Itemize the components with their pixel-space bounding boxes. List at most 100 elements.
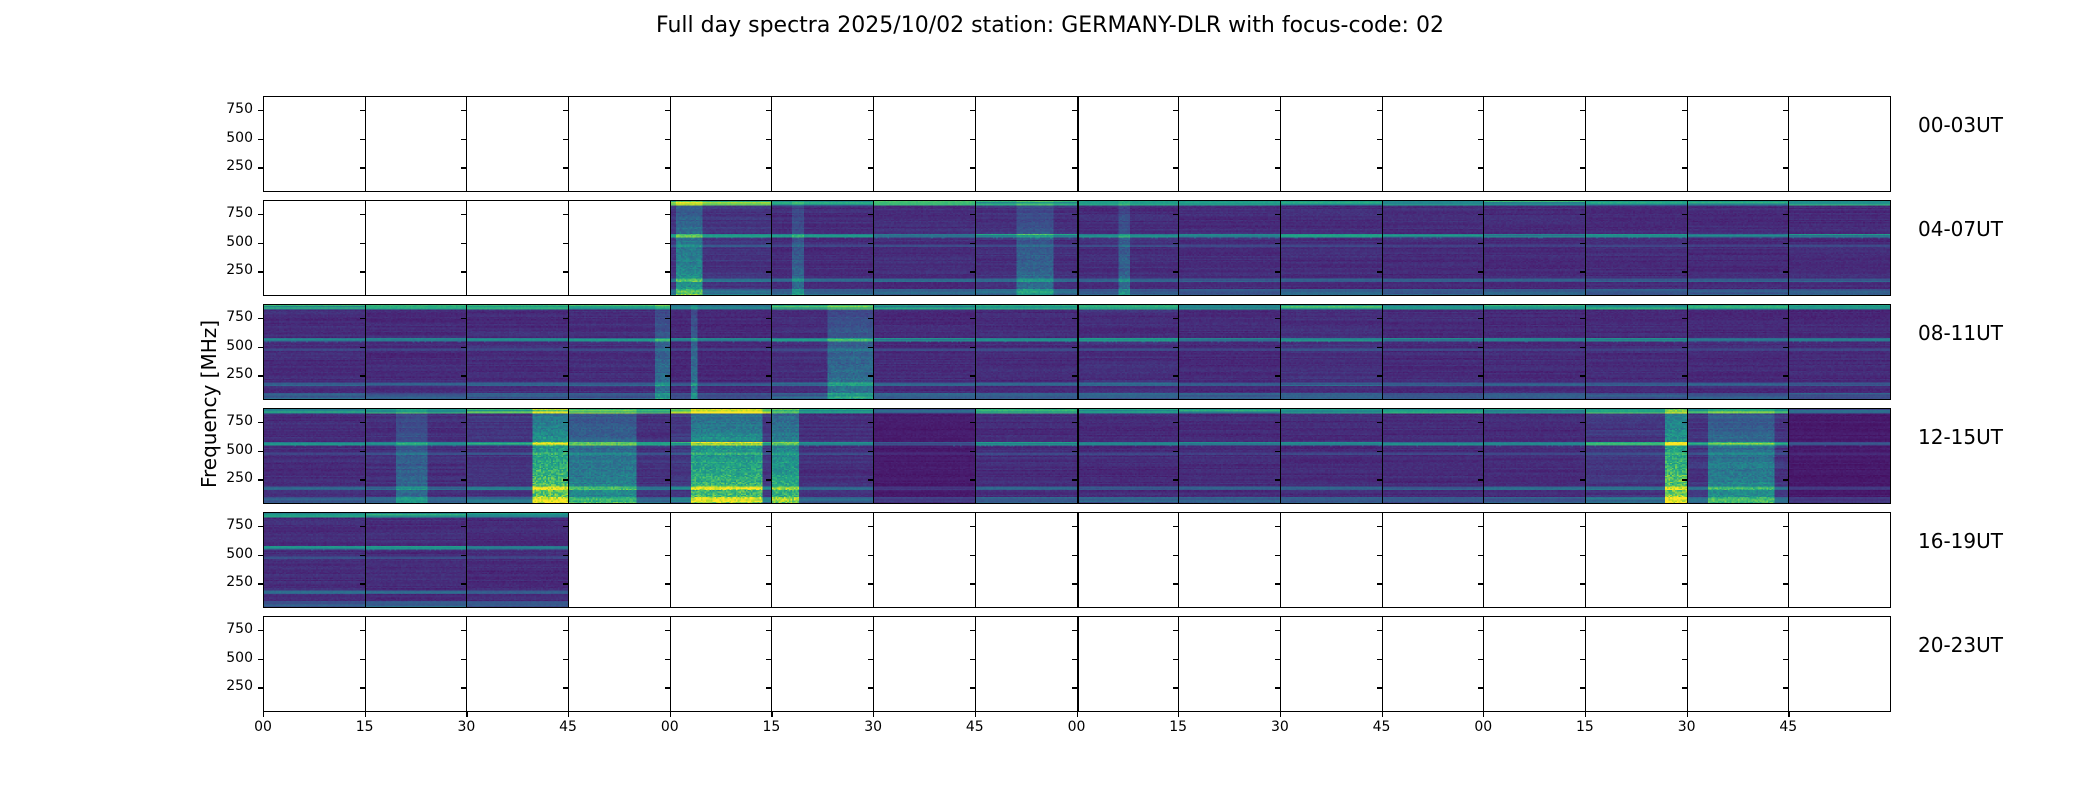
spectrum-panel [975,200,1078,296]
y-tick-mark [1783,450,1788,452]
spectrum-panel [873,512,976,608]
y-tick-mark [1275,375,1280,377]
y-tick-mark [360,629,365,631]
y-tick-label: 500 [226,649,253,666]
y-tick-mark [1783,138,1788,140]
y-tick-mark [665,658,670,660]
spectrogram-image [467,409,568,503]
y-tick-mark [1580,167,1585,169]
spectrogram-image [366,409,466,503]
y-tick-mark [563,629,568,631]
y-tick-mark [1173,138,1178,140]
y-tick-mark [563,658,568,660]
y-tick-mark [1682,317,1687,319]
y-tick-mark [1377,375,1382,377]
y-tick-mark [1377,554,1382,556]
y-tick-mark [1580,629,1585,631]
y-tick-mark [1478,687,1483,689]
spectrum-panel [1585,512,1688,608]
y-tick-mark [1377,242,1382,244]
y-tick-mark [1783,687,1788,689]
y-tick-mark [1682,629,1687,631]
spectrogram-image [1688,409,1788,503]
y-tick-mark [1173,629,1178,631]
y-tick-mark [563,346,568,348]
y-tick-mark [1580,554,1585,556]
y-tick-mark [665,687,670,689]
y-tick-mark [563,375,568,377]
y-tick-mark [563,213,568,215]
y-tick-mark [258,375,263,377]
y-tick-mark [258,109,263,111]
y-tick-mark [1783,375,1788,377]
spectrogram-image [671,409,771,503]
spectrum-panel [1178,96,1281,192]
spectrogram-image [1789,305,1890,399]
y-tick-mark [1580,687,1585,689]
spectrum-panel [1077,200,1179,296]
y-tick-mark [360,687,365,689]
y-tick-mark [1275,317,1280,319]
spectrum-panel [1788,512,1891,608]
y-tick-mark [868,346,873,348]
y-tick-mark [1377,479,1382,481]
y-tick-mark [1580,138,1585,140]
x-tick-mark [1076,712,1078,717]
y-tick-mark [1072,687,1077,689]
x-tick-label: 00 [254,719,272,735]
y-tick-mark [1173,479,1178,481]
y-tick-mark [1377,658,1382,660]
y-tick-mark [1783,242,1788,244]
y-tick-mark [1478,138,1483,140]
y-tick-label: 500 [226,441,253,458]
spectrogram-image [1179,409,1280,503]
y-tick-label: 500 [226,233,253,250]
x-tick-mark [1686,712,1688,717]
spectrum-panel [1382,304,1484,400]
y-tick-mark [1478,583,1483,585]
y-tick-mark [1377,421,1382,423]
y-tick-mark [563,583,568,585]
y-tick-mark [868,317,873,319]
spectrogram-image [569,305,670,399]
spectrum-panel [771,96,874,192]
y-tick-mark [970,271,975,273]
y-tick-mark [1173,554,1178,556]
spectrum-panel [1687,96,1789,192]
x-tick-mark [1279,712,1282,717]
y-tick-mark [1580,242,1585,244]
y-tick-mark [970,583,975,585]
spectrum-panel [1382,512,1484,608]
x-tick-label: 15 [1576,719,1594,735]
y-tick-mark [1682,525,1687,527]
y-tick-mark [258,242,263,244]
y-tick-mark [1783,479,1788,481]
spectrogram-image [1179,201,1280,295]
y-tick-mark [1275,213,1280,215]
spectrum-panel [1178,408,1281,504]
y-tick-mark [868,658,873,660]
y-tick-mark [461,479,466,481]
y-tick-mark [1783,346,1788,348]
y-tick-mark [1377,213,1382,215]
y-tick-mark [868,421,873,423]
spectrogram-image [264,305,365,399]
y-tick-mark [461,271,466,273]
y-tick-mark [1682,375,1687,377]
y-tick-mark [1580,450,1585,452]
y-tick-mark [1072,450,1077,452]
y-tick-label: 750 [226,100,253,117]
y-tick-mark [360,138,365,140]
y-tick-mark [1682,167,1687,169]
y-tick-mark [970,421,975,423]
y-tick-mark [360,554,365,556]
y-tick-mark [1783,583,1788,585]
y-tick-mark [766,450,771,452]
spectrum-panel [1077,512,1179,608]
y-tick-mark [1478,109,1483,111]
y-tick-mark [1173,375,1178,377]
y-tick-mark [970,242,975,244]
y-tick-mark [868,525,873,527]
y-tick-mark [258,554,263,556]
row-label: 12-15UT [1918,425,2003,449]
